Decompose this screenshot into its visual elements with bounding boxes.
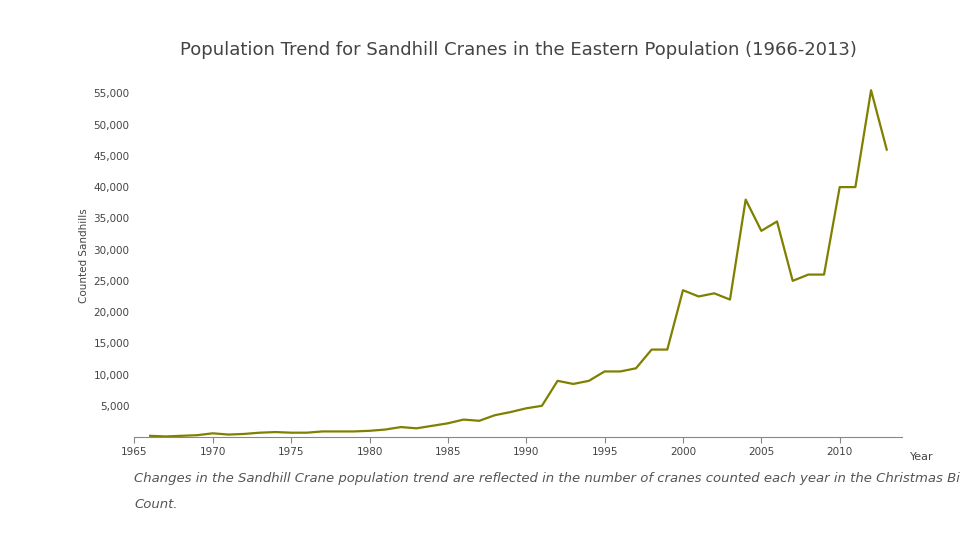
Title: Population Trend for Sandhill Cranes in the Eastern Population (1966-2013): Population Trend for Sandhill Cranes in … [180,41,857,59]
Text: Year: Year [910,451,934,462]
Y-axis label: Counted Sandhills: Counted Sandhills [80,208,89,303]
Text: Changes in the Sandhill Crane population trend are reflected in the number of cr: Changes in the Sandhill Crane population… [134,472,960,484]
Text: Count.: Count. [134,498,178,511]
